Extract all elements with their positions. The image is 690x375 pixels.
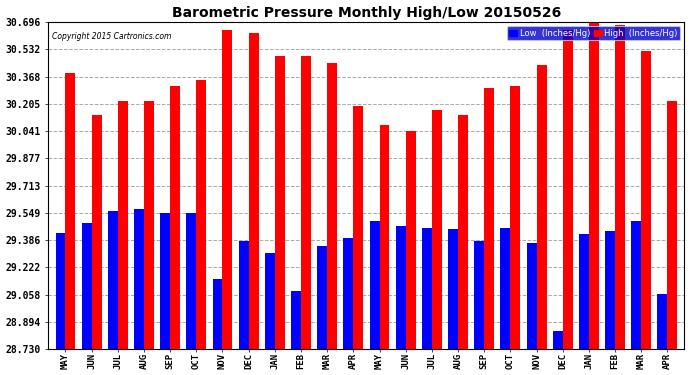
Bar — [170, 86, 180, 349]
Bar — [317, 246, 327, 349]
Bar — [396, 226, 406, 349]
Bar — [448, 230, 458, 349]
Bar — [474, 241, 484, 349]
Bar — [134, 209, 144, 349]
Bar — [432, 110, 442, 349]
Bar — [537, 65, 546, 349]
Bar — [55, 233, 66, 349]
Bar — [160, 213, 170, 349]
Bar — [327, 63, 337, 349]
Bar — [605, 231, 615, 349]
Bar — [658, 294, 667, 349]
Bar — [344, 238, 353, 349]
Bar — [353, 106, 364, 349]
Bar — [641, 51, 651, 349]
Bar — [144, 101, 154, 349]
Bar — [92, 115, 101, 349]
Bar — [222, 30, 233, 349]
Bar — [301, 56, 311, 349]
Bar — [631, 221, 641, 349]
Bar — [406, 131, 415, 349]
Bar — [589, 23, 599, 349]
Bar — [511, 86, 520, 349]
Bar — [248, 33, 259, 349]
Bar — [667, 101, 678, 349]
Title: Barometric Pressure Monthly High/Low 20150526: Barometric Pressure Monthly High/Low 201… — [172, 6, 561, 20]
Bar — [81, 223, 92, 349]
Bar — [458, 115, 468, 349]
Bar — [291, 291, 301, 349]
Bar — [579, 234, 589, 349]
Bar — [500, 228, 511, 349]
Bar — [213, 279, 222, 349]
Bar — [553, 331, 563, 349]
Bar — [197, 80, 206, 349]
Bar — [380, 124, 389, 349]
Bar — [370, 221, 380, 349]
Bar — [615, 25, 625, 349]
Bar — [275, 56, 285, 349]
Bar — [484, 88, 494, 349]
Bar — [526, 243, 537, 349]
Bar — [265, 253, 275, 349]
Bar — [563, 30, 573, 349]
Legend: Low  (Inches/Hg), High  (Inches/Hg): Low (Inches/Hg), High (Inches/Hg) — [506, 26, 680, 40]
Text: Copyright 2015 Cartronics.com: Copyright 2015 Cartronics.com — [52, 32, 171, 41]
Bar — [66, 73, 75, 349]
Bar — [108, 211, 118, 349]
Bar — [186, 213, 197, 349]
Bar — [239, 241, 248, 349]
Bar — [422, 228, 432, 349]
Bar — [118, 101, 128, 349]
